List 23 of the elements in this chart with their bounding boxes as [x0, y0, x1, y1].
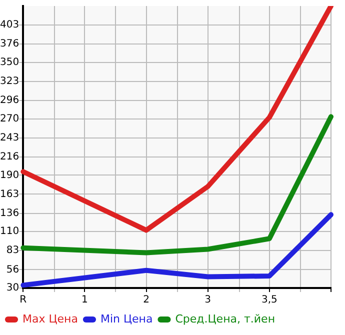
y-tick-label: 216 [0, 151, 20, 162]
y-tick-label: 30 [6, 282, 20, 294]
y-tick-label: 136 [0, 208, 20, 219]
y-tick-label: 323 [0, 76, 20, 88]
y-tick-label: 376 [0, 38, 20, 50]
y-tick-label: 83 [6, 245, 20, 256]
y-tick-label: 190 [0, 170, 20, 181]
y-tick-label: 296 [0, 95, 20, 106]
y-tick-label: 243 [0, 132, 20, 144]
y-tick-label: 270 [0, 113, 20, 124]
x-tick-label: 3,5 [261, 294, 278, 306]
y-tick-label: 56 [6, 264, 20, 276]
legend-label: Max Цена [22, 312, 78, 326]
legend-label: Min Цена [100, 312, 153, 326]
y-tick-label: 350 [0, 56, 20, 68]
x-tick-label: 2 [143, 294, 150, 306]
legend-label: Сред.Цена, т.йен [175, 312, 276, 326]
y-tick-label: 110 [0, 226, 20, 238]
x-tick-label: R [20, 294, 27, 306]
x-tick-label: 3 [204, 294, 212, 306]
x-tick-label: 1 [81, 294, 88, 306]
y-tick-label: 163 [0, 188, 20, 200]
y-tick-label: 403 [0, 20, 20, 31]
